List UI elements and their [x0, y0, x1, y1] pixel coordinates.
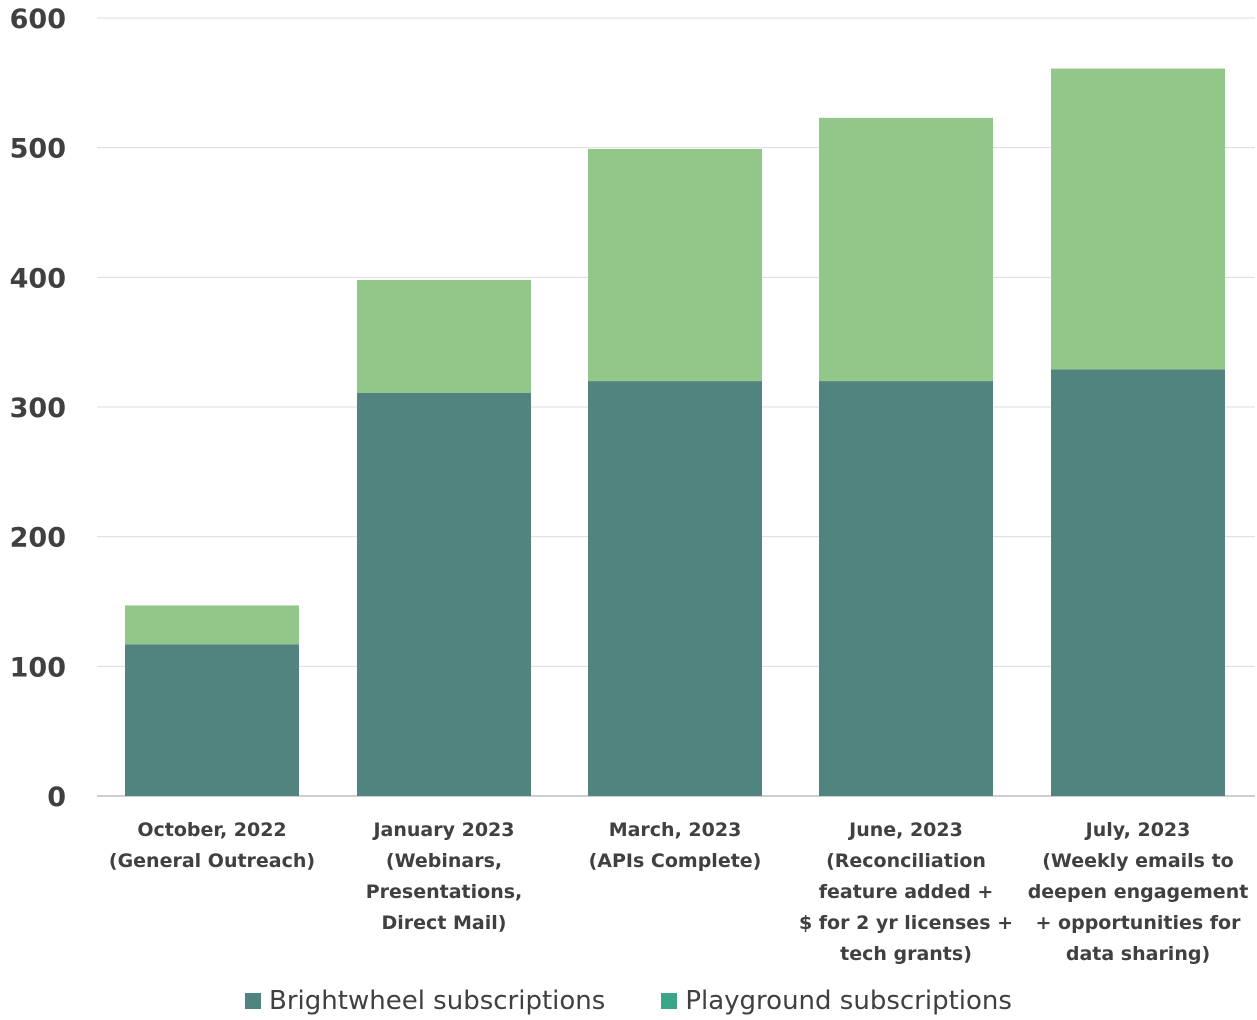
y-tick-label: 400	[10, 263, 66, 294]
stacked-bar-chart: 0 100 200 300 400 500 600 October, 2022 (Genera…	[10, 4, 1255, 965]
legend-swatch-playground	[661, 993, 678, 1009]
x-tick-label: October, 2022 (General Outreach)	[109, 819, 315, 872]
bar-segment-playground	[1051, 68, 1225, 370]
bars	[125, 68, 1225, 796]
x-tick-label: July, 2023 (Weekly emails to deepen engage…	[1028, 819, 1249, 965]
x-tick-label: March, 2023 (APIs Complete)	[589, 819, 762, 872]
bar-segment-playground	[819, 117, 993, 382]
legend: Brightwheel subscriptions Playground sub…	[0, 983, 1257, 1019]
x-tick-label: January 2023 (Webinars, Presentations, Dire…	[366, 819, 523, 934]
bar-segment-brightwheel	[819, 381, 993, 796]
y-tick-label: 300	[10, 393, 66, 424]
bar-segment-brightwheel	[1051, 369, 1225, 796]
y-tick-label: 600	[10, 4, 66, 35]
y-tick-label: 500	[10, 134, 66, 165]
bar-segment-brightwheel	[588, 381, 762, 796]
x-axis-labels: October, 2022 (General Outreach) January 2…	[109, 819, 1248, 965]
y-tick-label: 200	[10, 523, 66, 554]
legend-swatch-brightwheel	[245, 993, 262, 1009]
bar-segment-brightwheel	[357, 392, 531, 796]
legend-label-playground: Playground subscriptions	[685, 986, 1012, 1016]
y-tick-label: 100	[10, 652, 66, 683]
legend-item-playground: Playground subscriptions	[661, 986, 1012, 1016]
x-tick-label: June, 2023 (Reconciliation feature added +…	[799, 819, 1013, 965]
bar-segment-playground	[125, 605, 299, 645]
bar-segment-brightwheel	[125, 644, 299, 796]
y-axis-ticks: 0 100 200 300 400 500 600	[10, 4, 66, 813]
legend-item-brightwheel: Brightwheel subscriptions	[245, 986, 605, 1016]
y-tick-label: 0	[47, 782, 66, 813]
bar-segment-playground	[357, 279, 531, 393]
legend-label-brightwheel: Brightwheel subscriptions	[269, 986, 606, 1016]
bar-segment-playground	[588, 148, 762, 382]
